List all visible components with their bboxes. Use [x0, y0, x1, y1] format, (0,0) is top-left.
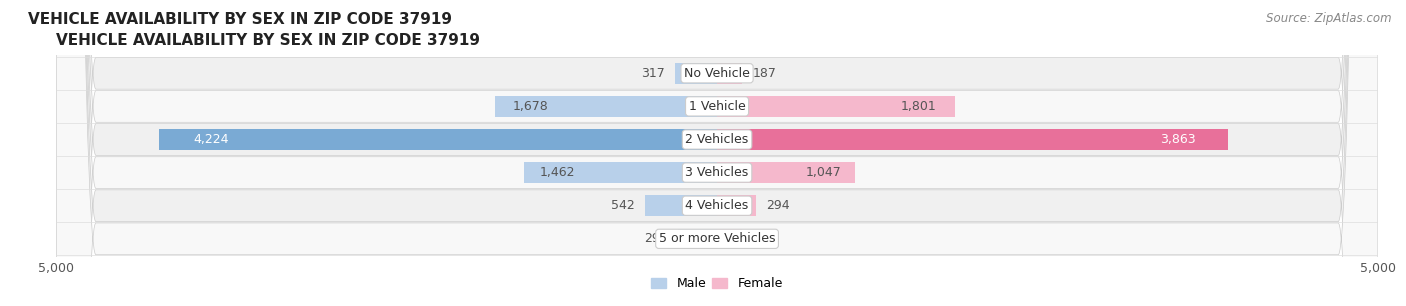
Text: No Vehicle: No Vehicle	[685, 67, 749, 80]
Bar	[717, 129, 1227, 150]
Text: 317: 317	[641, 67, 665, 80]
Text: 5 or more Vehicles: 5 or more Vehicles	[659, 232, 775, 245]
Text: VEHICLE AVAILABILITY BY SEX IN ZIP CODE 37919: VEHICLE AVAILABILITY BY SEX IN ZIP CODE …	[56, 33, 481, 48]
Text: 542: 542	[612, 199, 636, 212]
Text: 1,801: 1,801	[901, 100, 936, 113]
FancyBboxPatch shape	[56, 0, 1378, 306]
Text: 1,462: 1,462	[540, 166, 575, 179]
Bar	[717, 162, 855, 183]
Text: 1,047: 1,047	[806, 166, 842, 179]
Bar	[678, 229, 717, 249]
Text: 185: 185	[752, 232, 776, 245]
Text: 1 Vehicle: 1 Vehicle	[689, 100, 745, 113]
FancyBboxPatch shape	[56, 0, 1378, 306]
Bar	[495, 96, 717, 117]
FancyBboxPatch shape	[56, 0, 1378, 306]
Text: Source: ZipAtlas.com: Source: ZipAtlas.com	[1267, 12, 1392, 25]
Text: 2 Vehicles: 2 Vehicles	[686, 133, 748, 146]
Text: 294: 294	[644, 232, 668, 245]
Bar	[645, 196, 717, 216]
Bar	[717, 196, 756, 216]
Text: VEHICLE AVAILABILITY BY SEX IN ZIP CODE 37919: VEHICLE AVAILABILITY BY SEX IN ZIP CODE …	[28, 12, 453, 27]
Bar	[717, 229, 741, 249]
FancyBboxPatch shape	[56, 0, 1378, 306]
Bar	[524, 162, 717, 183]
Text: 187: 187	[752, 67, 776, 80]
Legend: Male, Female: Male, Female	[647, 272, 787, 295]
Text: 3 Vehicles: 3 Vehicles	[686, 166, 748, 179]
Bar	[717, 63, 742, 84]
Bar	[159, 129, 717, 150]
Bar	[675, 63, 717, 84]
Text: 4 Vehicles: 4 Vehicles	[686, 199, 748, 212]
FancyBboxPatch shape	[56, 0, 1378, 306]
Bar	[717, 96, 955, 117]
Text: 4,224: 4,224	[193, 133, 229, 146]
Text: 3,863: 3,863	[1160, 133, 1195, 146]
FancyBboxPatch shape	[56, 0, 1378, 306]
Text: 294: 294	[766, 199, 790, 212]
Text: 1,678: 1,678	[513, 100, 548, 113]
